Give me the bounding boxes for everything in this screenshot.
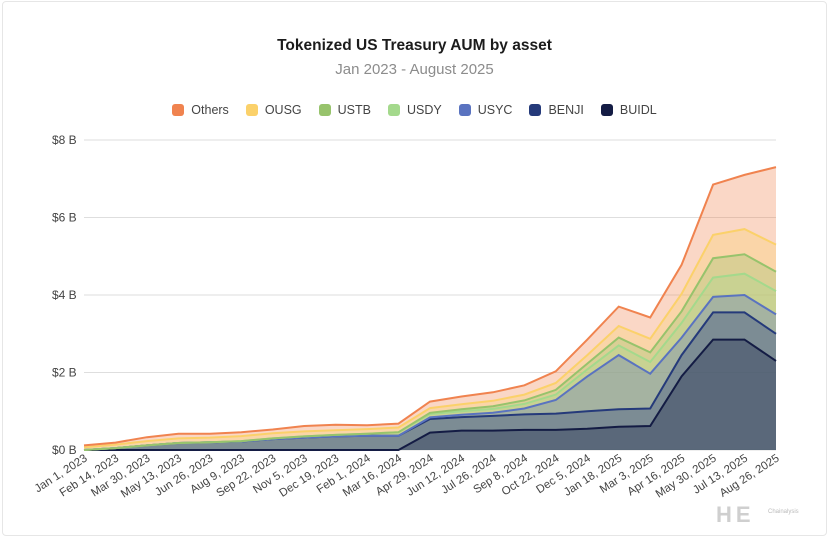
legend-label-ustb: USTB — [337, 103, 371, 117]
legend-item-ousg[interactable]: OUSG — [245, 103, 302, 117]
legend-label-usdy: USDY — [406, 103, 442, 117]
legend-item-ustb[interactable]: USTB — [318, 103, 371, 117]
area-others — [84, 167, 776, 450]
legend-label-others: Others — [191, 103, 229, 117]
chart-title: Tokenized US Treasury AUM by asset — [277, 37, 552, 54]
legend-label-usyc: USYC — [477, 103, 513, 117]
y-tick-label: $6 B — [52, 211, 77, 225]
watermark-logo: HE — [716, 502, 755, 527]
line-ousg — [83, 228, 777, 449]
line-ustb — [83, 253, 777, 451]
legend-swatch-ustb — [318, 104, 331, 116]
area-buidl — [84, 339, 776, 450]
y-tick-label: $4 B — [52, 288, 77, 302]
legend-label-ousg: OUSG — [264, 103, 302, 117]
area-usdy — [84, 273, 776, 450]
line-buidl — [84, 338, 777, 451]
legend-swatch-buidl — [600, 104, 613, 116]
legend-item-benji[interactable]: BENJI — [529, 103, 584, 117]
legend-swatch-others — [172, 104, 185, 116]
area-benji — [84, 312, 776, 450]
y-tick-label: $0 B — [52, 443, 77, 457]
chart-legend: Others OUSG USTB USDY USYC BENJI BUIDL — [0, 102, 829, 118]
y-tick-label: $2 B — [52, 366, 77, 380]
line-others — [83, 166, 777, 447]
chart-subtitle: Jan 2023 - August 2025 — [335, 61, 494, 78]
legend-label-benji: BENJI — [548, 103, 584, 117]
y-tick-label: $8 B — [52, 133, 77, 147]
legend-item-usyc[interactable]: USYC — [458, 103, 513, 117]
watermark-note: Chainalysis — [768, 509, 799, 515]
legend-item-usdy[interactable]: USDY — [387, 103, 442, 117]
legend-label-buidl: BUIDL — [619, 103, 657, 117]
legend-item-buidl[interactable]: BUIDL — [600, 103, 657, 117]
legend-swatch-usdy — [387, 104, 400, 116]
area-ustb — [84, 254, 776, 450]
legend-swatch-benji — [529, 104, 542, 116]
legend-item-others[interactable]: Others — [172, 103, 229, 117]
area-ousg — [84, 229, 776, 450]
legend-swatch-ousg — [245, 104, 258, 116]
legend-swatch-usyc — [458, 104, 471, 116]
